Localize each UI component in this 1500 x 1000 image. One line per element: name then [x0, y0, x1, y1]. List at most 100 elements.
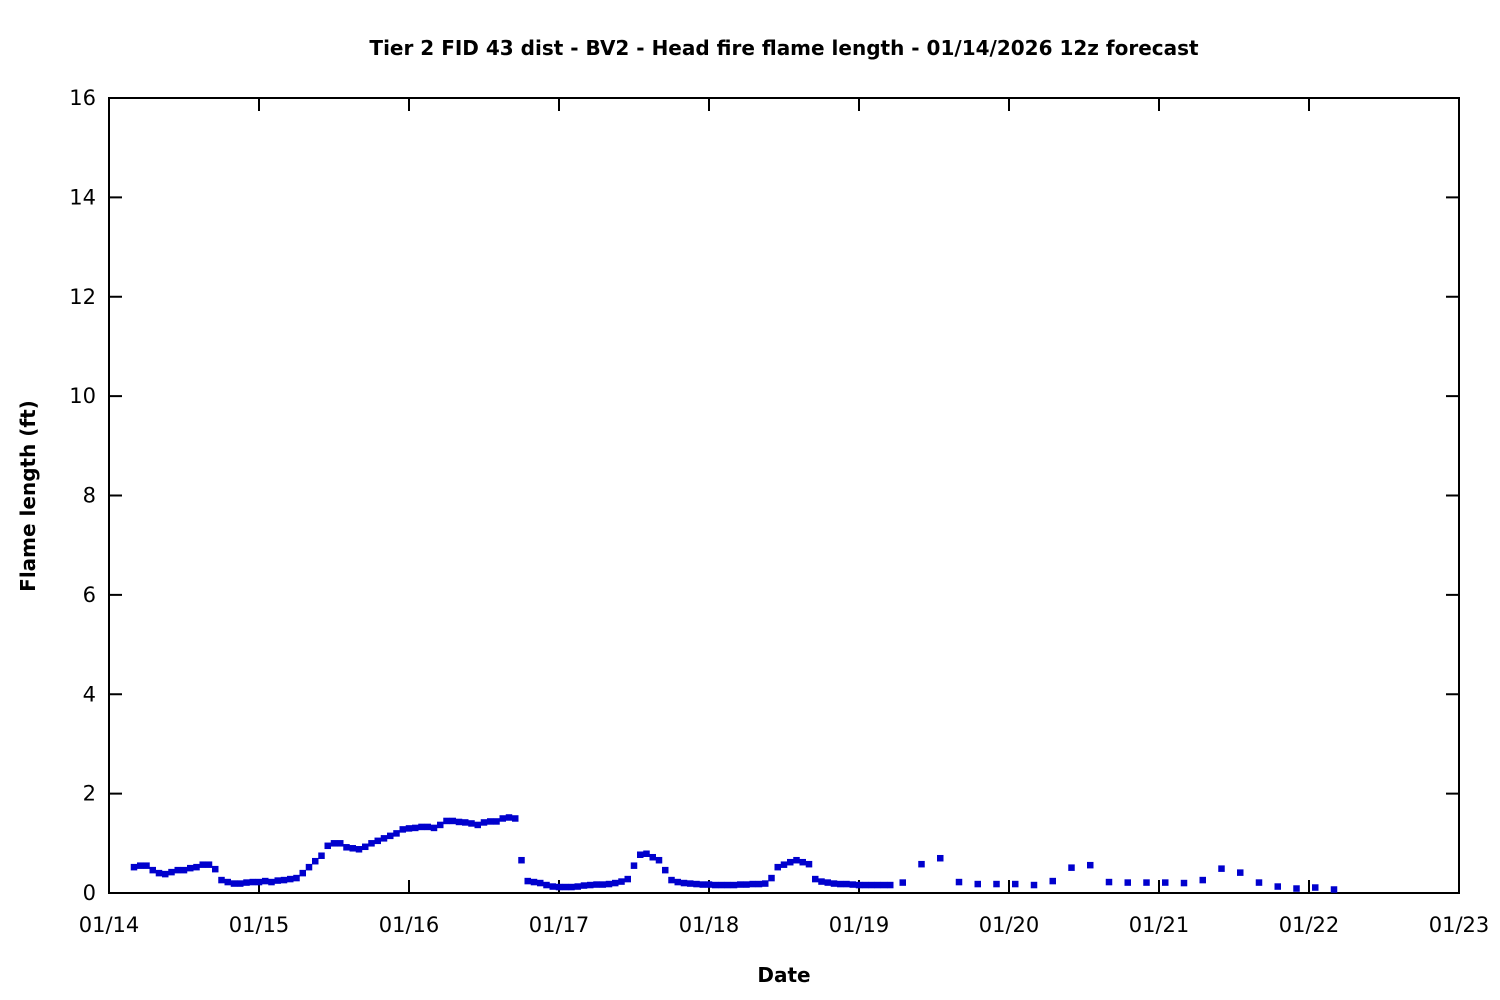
- data-point: [637, 851, 644, 858]
- y-tick-label: 6: [83, 583, 96, 607]
- y-tick-label: 2: [83, 782, 96, 806]
- y-tick-label: 16: [69, 86, 96, 110]
- data-point: [137, 862, 144, 869]
- data-point: [155, 869, 163, 877]
- data-point: [680, 879, 688, 887]
- data-point: [843, 880, 850, 888]
- x-tick-label: 01/18: [679, 913, 740, 937]
- data-point: [862, 881, 869, 889]
- data-point: [668, 876, 675, 884]
- data-point: [568, 883, 575, 891]
- data-point: [1274, 883, 1281, 890]
- data-point: [187, 864, 194, 872]
- data-point: [824, 879, 831, 886]
- data-point: [224, 878, 231, 886]
- data-point: [162, 870, 169, 878]
- x-tick-label: 01/22: [1279, 913, 1340, 937]
- data-point: [193, 863, 200, 871]
- y-tick-label: 10: [69, 384, 96, 408]
- data-point: [505, 814, 513, 821]
- data-point: [799, 858, 806, 866]
- data-point: [212, 865, 219, 873]
- data-point: [1330, 886, 1338, 893]
- data-point: [1087, 861, 1094, 869]
- data-point: [143, 862, 150, 869]
- data-point: [655, 856, 663, 864]
- data-point: [362, 843, 369, 851]
- x-tick-label: 01/14: [79, 913, 140, 937]
- data-point: [380, 835, 388, 842]
- data-point: [562, 883, 569, 891]
- data-point: [737, 881, 744, 888]
- data-point: [812, 875, 819, 883]
- data-point: [662, 866, 669, 874]
- data-point: [468, 820, 475, 827]
- data-point: [555, 883, 563, 891]
- data-point: [518, 856, 525, 864]
- x-tick-label: 01/20: [979, 913, 1040, 937]
- data-point: [793, 856, 800, 864]
- data-point: [805, 860, 813, 868]
- data-point: [1312, 884, 1319, 891]
- data-point: [393, 830, 400, 837]
- y-tick-label: 12: [69, 285, 96, 309]
- x-tick-label: 01/21: [1129, 913, 1190, 937]
- data-point: [1124, 879, 1131, 886]
- data-point: [1049, 877, 1056, 885]
- data-point: [449, 817, 456, 825]
- data-point: [705, 881, 713, 888]
- data-point: [437, 821, 444, 829]
- data-point: [724, 881, 731, 889]
- data-point: [274, 877, 281, 884]
- data-point: [549, 883, 556, 890]
- data-point: [512, 815, 519, 822]
- data-point: [493, 818, 500, 825]
- data-point: [249, 878, 256, 886]
- data-point: [524, 877, 531, 885]
- data-point: [312, 857, 319, 865]
- data-point: [712, 881, 719, 889]
- data-point: [443, 817, 450, 825]
- data-point: [649, 853, 656, 861]
- data-point: [1105, 878, 1113, 886]
- data-point: [837, 880, 844, 888]
- data-point: [1162, 879, 1169, 886]
- data-point: [768, 874, 775, 882]
- data-point: [880, 881, 888, 889]
- x-axis-title: Date: [757, 963, 811, 987]
- data-point: [1068, 864, 1075, 871]
- data-point: [1012, 880, 1019, 888]
- data-point: [743, 881, 750, 888]
- data-point: [993, 880, 1000, 888]
- data-point: [262, 877, 269, 885]
- data-point: [537, 879, 544, 887]
- data-point: [955, 878, 963, 886]
- x-tick-label: 01/17: [529, 913, 590, 937]
- x-tick-label: 01/15: [229, 913, 290, 937]
- data-point: [699, 881, 706, 888]
- data-point: [618, 878, 625, 885]
- data-point: [887, 881, 894, 889]
- data-point: [543, 881, 550, 889]
- data-point: [1143, 879, 1150, 886]
- data-point: [199, 861, 206, 868]
- data-point: [487, 818, 494, 825]
- data-point: [587, 881, 594, 889]
- y-tick-label: 4: [83, 682, 96, 706]
- x-tick-label: 01/19: [829, 913, 890, 937]
- data-point: [293, 874, 300, 882]
- data-point: [855, 881, 863, 889]
- data-point: [868, 881, 875, 889]
- data-point: [343, 844, 350, 851]
- data-point: [1030, 881, 1038, 889]
- data-point: [749, 880, 756, 888]
- data-point: [174, 866, 181, 874]
- data-point: [580, 882, 588, 889]
- data-point: [849, 881, 856, 888]
- data-point: [1218, 865, 1225, 872]
- data-point: [780, 861, 788, 868]
- y-tick-label: 0: [83, 881, 96, 905]
- data-point: [630, 862, 638, 869]
- x-tick-label: 01/16: [379, 913, 440, 937]
